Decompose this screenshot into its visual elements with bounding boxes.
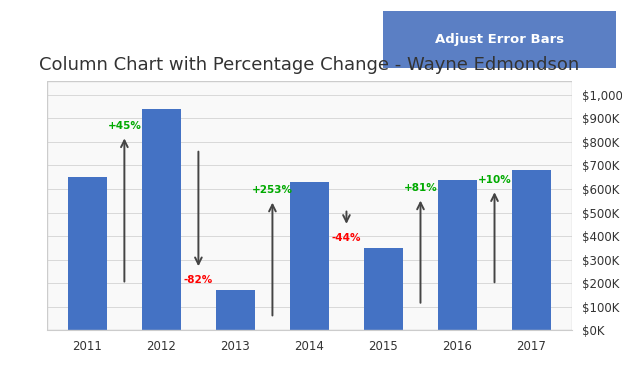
Bar [142, 109, 180, 330]
Text: +81%: +81% [404, 183, 437, 193]
Bar [216, 290, 254, 330]
Bar [290, 182, 328, 330]
Title: Column Chart with Percentage Change - Wayne Edmondson: Column Chart with Percentage Change - Wa… [39, 56, 580, 74]
Text: +10%: +10% [478, 175, 511, 185]
Bar [364, 248, 402, 330]
Bar [68, 177, 106, 330]
Text: Adjust Error Bars: Adjust Error Bars [435, 33, 564, 46]
Text: +253%: +253% [252, 185, 293, 195]
Bar [513, 170, 550, 330]
Text: -82%: -82% [183, 275, 213, 285]
Text: +45%: +45% [108, 121, 141, 131]
Text: -44%: -44% [332, 233, 361, 243]
Bar [439, 179, 476, 330]
